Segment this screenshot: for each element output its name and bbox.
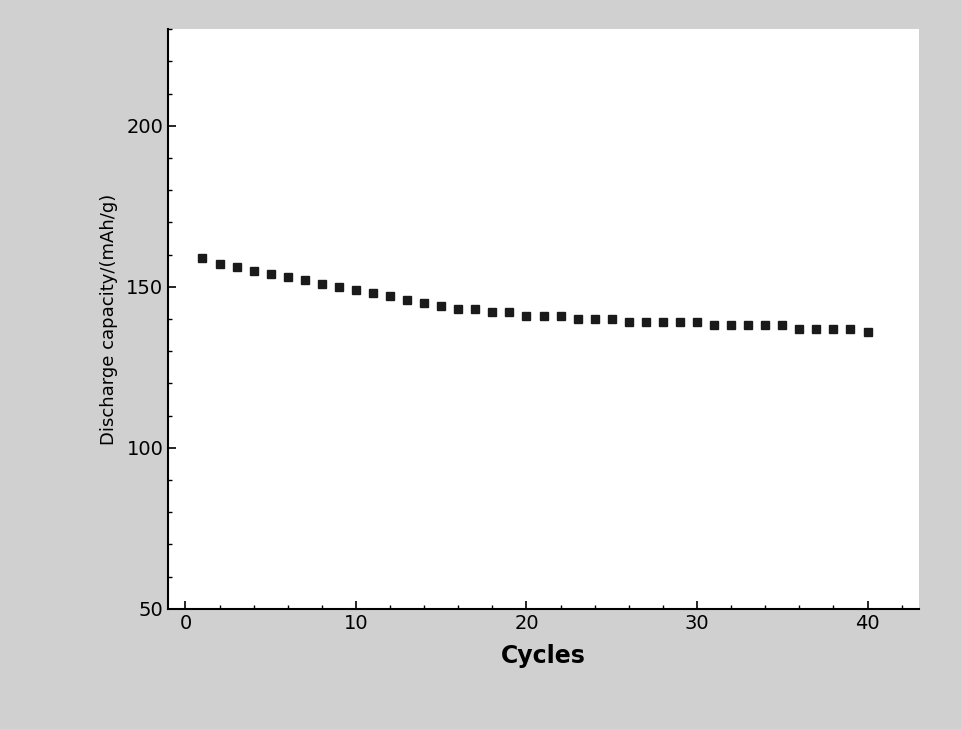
- Y-axis label: Discharge capacity/(mAh/g): Discharge capacity/(mAh/g): [100, 193, 118, 445]
- X-axis label: Cycles: Cycles: [501, 644, 585, 668]
